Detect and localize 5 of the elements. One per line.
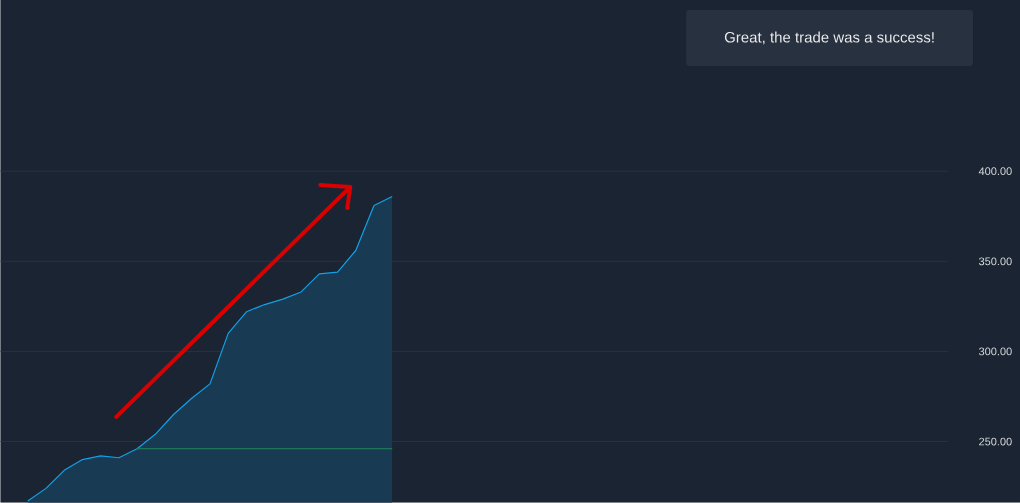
y-tick-label: 300.00 (978, 347, 1012, 356)
y-tick-label: 400.00 (978, 167, 1012, 176)
y-tick-label: 350.00 (978, 257, 1012, 266)
y-tick-label: 250.00 (979, 437, 1012, 446)
annotation: Great, the trade was a success! (724, 31, 934, 45)
